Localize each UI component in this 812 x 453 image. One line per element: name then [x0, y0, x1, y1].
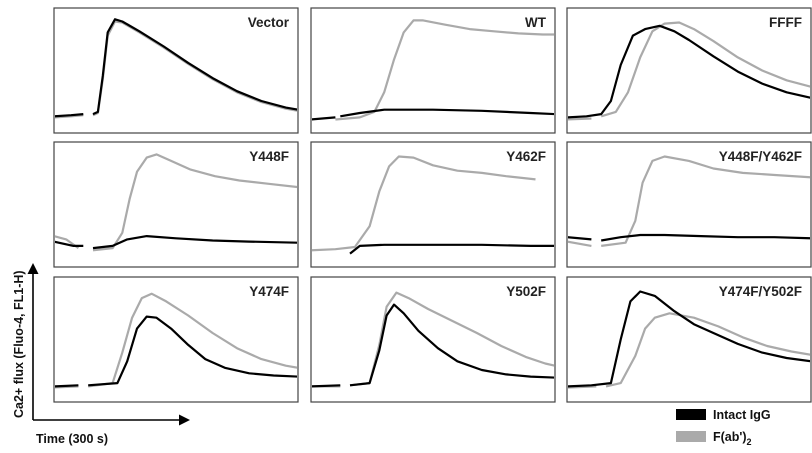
trace-fab-wt-seg0 [335, 19, 554, 121]
panel-title: FFFF [769, 15, 802, 30]
legend-label-fab-subscript: 2 [747, 437, 752, 447]
legend-label-fab-main: F(ab') [713, 430, 747, 444]
panel-title: Vector [248, 15, 290, 30]
panel-traces [568, 21, 810, 121]
trace-fab-y448f-y462f-seg0 [568, 240, 592, 247]
trace-fab-y474f-y502f-seg0 [568, 385, 597, 389]
trace-intact-y474f-y502f-seg0 [568, 290, 810, 388]
trace-fab-y462f-seg0 [312, 155, 536, 252]
legend: Intact IgG F(ab')2 [676, 408, 771, 447]
trace-intact-vector-seg0 [55, 113, 84, 118]
y-axis-label: Ca2+ flux (Fluo-4, FL1-H) [12, 270, 26, 418]
trace-intact-vector-seg1 [92, 18, 297, 116]
legend-label-intact: Intact IgG [713, 408, 771, 422]
panel-y474f: Y474F [53, 276, 299, 403]
panel-traces [55, 18, 297, 119]
trace-intact-y474f-seg1 [88, 315, 297, 387]
legend-swatch-intact [676, 409, 706, 420]
panel-traces [55, 292, 297, 389]
panel-title: Y502F [506, 284, 546, 299]
panel-title: Y448F/Y462F [719, 149, 802, 164]
trace-intact-y448f-seg0 [55, 240, 84, 247]
trace-intact-y448f-y462f-seg1 [601, 233, 810, 242]
trace-fab-ffff-seg0 [568, 117, 592, 121]
trace-intact-y448f-seg1 [92, 235, 297, 250]
panels-layer: Vector WT FFFF Y448F Y462F Y448F/Y462F Y474F Y5… [53, 7, 812, 403]
panel-vector: Vector [53, 7, 299, 134]
panel-traces [312, 291, 554, 388]
panel-traces [568, 155, 810, 247]
panel-title: Y474F [249, 284, 289, 299]
panel-y448f-y462f: Y448F/Y462F [566, 141, 812, 268]
panel-title: Y448F [249, 149, 289, 164]
x-axis-label: Time (300 s) [36, 432, 108, 446]
trace-fab-y502f-seg1 [349, 291, 554, 387]
trace-fab-y448f-y462f-seg1 [601, 155, 810, 247]
y-axis-arrowhead [27, 263, 39, 274]
trace-intact-y448f-y462f-seg0 [568, 236, 592, 241]
panel-wt: WT [310, 7, 556, 134]
panel-frame [310, 276, 556, 403]
panel-frame [310, 141, 556, 268]
trace-intact-wt-seg0 [312, 116, 336, 121]
panel-title: WT [525, 15, 547, 30]
panel-y462f: Y462F [310, 141, 556, 268]
panel-traces [312, 155, 554, 255]
panel-traces [312, 19, 554, 121]
panel-ffff: FFFF [566, 7, 812, 134]
panel-frame [53, 276, 299, 403]
trace-intact-y462f-seg0 [349, 243, 554, 255]
panel-frame [566, 141, 812, 268]
panel-frame [53, 7, 299, 134]
panel-y502f: Y502F [310, 276, 556, 403]
legend-label-fab: F(ab')2 [713, 430, 752, 447]
panel-title: Y474F/Y502F [719, 284, 802, 299]
legend-swatch-fab [676, 431, 706, 442]
panel-traces [568, 290, 810, 389]
panel-traces [55, 153, 297, 252]
trace-intact-wt-seg1 [340, 108, 554, 118]
panel-frame [310, 7, 556, 134]
panel-y474f-y502f: Y474F/Y502F [566, 276, 812, 403]
trace-fab-y474f-seg1 [88, 292, 297, 388]
panel-frame [566, 276, 812, 403]
trace-fab-ffff-seg1 [600, 21, 810, 118]
panel-title: Y462F [506, 149, 546, 164]
panel-frame [53, 141, 299, 268]
trace-intact-y502f-seg0 [312, 384, 341, 388]
panel-frame [566, 7, 812, 134]
trace-fab-y474f-y502f-seg1 [605, 312, 810, 388]
x-axis-arrowhead [179, 414, 190, 426]
trace-intact-y474f-seg0 [55, 384, 79, 388]
trace-intact-y502f-seg1 [349, 303, 554, 387]
trace-fab-y448f-seg1 [92, 153, 297, 252]
panel-y448f: Y448F [53, 141, 299, 268]
trace-intact-ffff-seg0 [568, 24, 810, 119]
